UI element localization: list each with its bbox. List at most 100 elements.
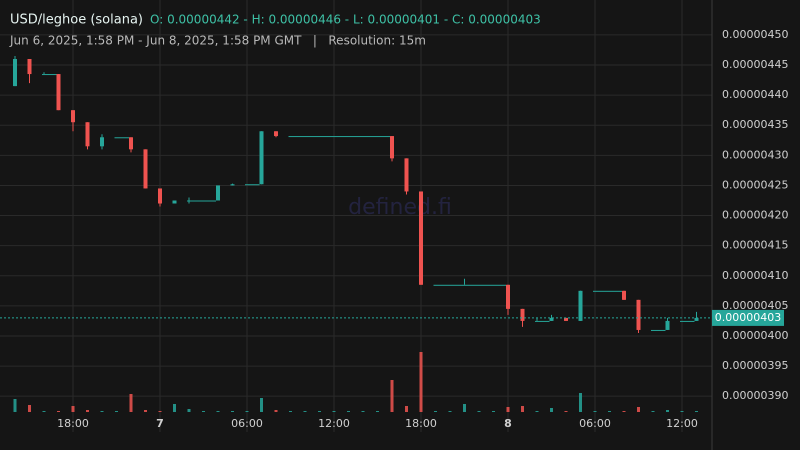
x-tick-label: 18:00 (405, 417, 437, 430)
candle-body (651, 329, 666, 331)
volume-bar (448, 411, 452, 412)
volume-bar (28, 405, 31, 412)
watermark: defined.fi (348, 195, 452, 220)
y-tick-label: 0.00000430 (722, 148, 788, 161)
volume-bar (492, 411, 495, 412)
volume-bar (158, 411, 162, 412)
candle-body (71, 110, 75, 123)
volume-bar (115, 411, 118, 412)
candle-body (85, 122, 90, 147)
y-tick-label: 0.00000395 (722, 359, 788, 372)
volume-bar (332, 411, 336, 412)
y-tick-label: 0.00000435 (722, 118, 788, 131)
y-tick-label: 0.00000425 (722, 178, 788, 191)
candle-body (361, 136, 376, 138)
candle-body (491, 284, 506, 286)
y-tick-label: 0.00000415 (722, 239, 788, 252)
volume-bar (303, 411, 307, 412)
candle-body (680, 320, 695, 322)
volume-bar (463, 404, 466, 412)
candle-body (143, 149, 148, 189)
volume-bar (550, 408, 553, 412)
candle-body (375, 136, 390, 138)
volume-bar (202, 411, 205, 412)
candle-body (564, 317, 568, 321)
volume-bar (245, 411, 249, 412)
volume-bar (173, 404, 176, 412)
candle-body (419, 191, 423, 285)
y-tick-label: 0.00000420 (722, 209, 788, 222)
volume-bar (651, 411, 655, 412)
candle-body (56, 74, 61, 111)
candle-body (578, 290, 583, 321)
x-tick-label: 06:00 (579, 417, 611, 430)
volume-bar (71, 406, 75, 412)
candle-body (593, 290, 608, 292)
candle-body (100, 137, 104, 147)
candle-body (433, 284, 448, 286)
x-tick-label: 06:00 (231, 417, 263, 430)
y-tick-label: 0.00000450 (722, 28, 788, 41)
candle-body (448, 284, 463, 286)
candle-body (129, 137, 133, 150)
candle-body (13, 59, 17, 87)
candle-body (303, 136, 318, 138)
volume-bar (274, 410, 278, 412)
candle-body (288, 136, 303, 138)
volume-bar (477, 411, 481, 412)
price-tag: 0.00000403 (715, 311, 781, 324)
candle-body (477, 284, 492, 286)
volume-bar (129, 394, 133, 412)
candle-body (607, 290, 622, 292)
candle-body (549, 317, 554, 321)
y-tick-label: 0.00000410 (722, 269, 788, 282)
x-tick-label: 18:00 (57, 417, 89, 430)
volume-bar (216, 411, 220, 412)
volume-bar (86, 410, 89, 412)
x-tick-label: 8 (504, 417, 512, 430)
price-tag-box (712, 309, 784, 326)
candle-body (346, 136, 361, 138)
candle-body (230, 184, 235, 186)
marks (0, 55, 712, 412)
volume-bar (637, 407, 640, 412)
volume-bar (318, 411, 321, 412)
x-tick-label: 7 (156, 417, 164, 430)
candle-body (622, 290, 626, 300)
volume-bar (506, 407, 510, 412)
candle-body (332, 136, 347, 138)
candle-body (506, 284, 510, 309)
y-tick-label: 0.00000405 (722, 299, 788, 312)
y-tick-label: 0.00000445 (722, 58, 788, 71)
candle-body (694, 317, 699, 321)
x-tick-label: 12:00 (318, 417, 350, 430)
candle-body (404, 158, 409, 192)
volume-bar (376, 411, 379, 412)
candle-body (114, 137, 129, 139)
candle-body (27, 59, 32, 75)
candle-body (274, 131, 278, 137)
candle-body (259, 131, 264, 185)
candle-body (317, 136, 332, 138)
volume-bar (187, 409, 191, 412)
volume-bar (390, 380, 394, 412)
volume-bar (42, 411, 46, 412)
candle-body (42, 74, 57, 76)
candle-body (201, 200, 216, 202)
volume-bar (579, 393, 582, 412)
y-tick-label: 0.00000400 (722, 329, 788, 342)
y-tick-label: 0.00000440 (722, 88, 788, 101)
volume-bar (57, 411, 60, 412)
candle-body (187, 200, 202, 202)
volume-bar (289, 411, 292, 412)
volume-bar (680, 411, 684, 412)
ohlc-readout: O: 0.00000442 - H: 0.00000446 - L: 0.000… (150, 13, 541, 27)
volume-bar (666, 410, 669, 412)
volume-bar (622, 411, 626, 412)
volume-bar (434, 411, 437, 412)
candle-body (665, 320, 670, 330)
candle-body (520, 308, 525, 321)
